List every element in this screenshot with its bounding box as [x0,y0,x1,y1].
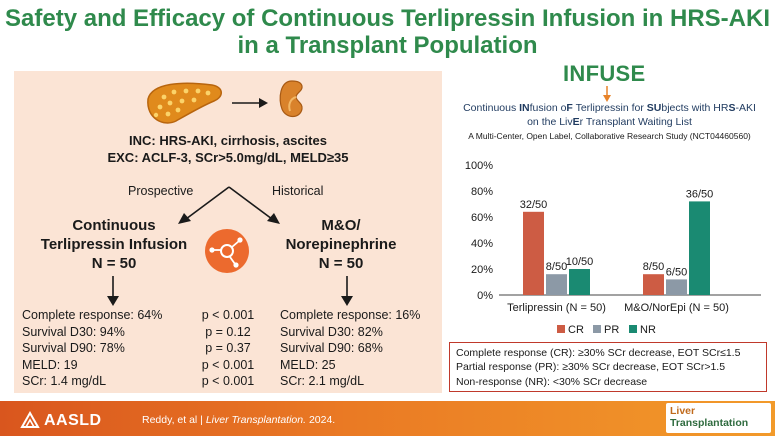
study-description: A Multi-Center, Open Label, Collaborativ… [468,131,751,141]
definition-nr: Non-response (NR): <30% SCr decrease [456,375,648,388]
y-tick-label: 100% [465,160,493,172]
arm2-line1: M&O/ [321,217,361,234]
y-tick-label: 20% [471,264,493,276]
definition-cr: Complete response (CR): ≥30% SCr decreas… [456,347,741,359]
liver-icon [147,82,222,124]
result-item: Complete response: 16% [280,308,421,322]
down-arrow-icon [341,276,353,306]
molecule-icon [205,229,249,273]
result-item: Survival D30: 82% [280,324,383,339]
kidney-icon [279,80,303,118]
y-tick-label: 40% [471,238,493,250]
result-item: SCr: 2.1 mg/dL [280,374,365,389]
result-item: SCr: 1.4 mg/dL [22,374,107,389]
acronym-expansion-line1: Continuous INfusion oF Terlipressin for … [463,102,756,114]
bar-nr [569,269,590,295]
bar-nr [689,201,710,295]
historical-label: Historical [272,184,324,198]
norepinephrine-arm: M&O/ Norepinephrine N = 50 [266,216,416,273]
inclusion-criteria: INC: HRS-AKI, cirrhosis, ascites [129,133,327,148]
y-tick-label: 0% [477,290,493,302]
study-design-panel: INC: HRS-AKI, cirrhosis, ascites EXC: AC… [14,71,442,393]
result-item: MELD: 25 [280,357,336,372]
response-definitions: Complete response (CR): ≥30% SCr decreas… [449,342,767,392]
title-line-2: in a Transplant Population [237,32,538,59]
legend-swatch-pr [593,325,601,333]
journal-logo: Liver Transplantation [666,403,771,433]
legend-label: PR [604,324,619,336]
p-value: p < 0.001 [201,357,255,372]
split-arrows [178,186,280,224]
y-tick-label: 60% [471,212,493,224]
right-arrow-icon [232,98,268,108]
bar-cr [643,274,664,295]
terlipressin-arm: Continuous Terlipressin Infusion N = 50 [34,216,194,273]
x-category-label: M&O/NorEpi (N = 50) [624,302,729,314]
aasld-logo-text: AASLD [44,412,102,429]
journal-logo-line2: Transplantation [670,417,749,429]
title-line-1: Safety and Efficacy of Continuous Terlip… [5,5,770,32]
norepinephrine-results: Complete response: 16% Survival D30: 82%… [280,307,440,390]
p-values: p < 0.001 p = 0.12 p = 0.37 p < 0.001 p … [190,307,266,390]
footer-bar: AASLD Reddy, et al | Liver Transplantati… [0,401,775,436]
journal-logo-line1: Liver [670,405,696,417]
acronym-expansion-line2: on the LivEr Transplant Waiting List [527,116,692,128]
data-label: 8/50 [546,261,567,273]
arm1-n: N = 50 [91,255,137,272]
bar-cr [523,211,544,295]
arm2-n: N = 50 [318,255,364,272]
aasld-logo-icon [20,411,40,428]
p-value: p < 0.001 [201,374,255,389]
arm1-line1: Continuous [72,217,156,234]
page-title: Safety and Efficacy of Continuous Terlip… [0,5,775,59]
p-value: p = 0.12 [205,324,251,339]
down-arrow-icon [603,86,611,102]
bar-pr [666,279,687,295]
y-tick-label: 80% [471,186,493,198]
result-item: Survival D30: 94% [22,324,125,339]
result-item: MELD: 19 [22,357,78,372]
eligibility-criteria: INC: HRS-AKI, cirrhosis, ascites EXC: AC… [14,132,442,166]
exclusion-criteria: EXC: ACLF-3, SCr>5.0mg/dL, MELD≥35 [107,150,349,165]
data-label: 6/50 [666,266,687,278]
definition-pr: Partial response (PR): ≥30% SCr decrease… [456,361,726,374]
trial-acronym: INFUSE [563,61,646,86]
result-item: Survival D90: 78% [22,341,125,356]
legend-swatch-nr [629,325,637,333]
legend-swatch-cr [557,325,565,333]
p-value: p < 0.001 [201,308,255,322]
citation: Reddy, et al | Liver Transplantation. 20… [142,414,336,426]
legend-label: NR [640,324,656,336]
arm1-line2: Terlipressin Infusion [40,236,188,253]
data-label: 32/50 [520,199,548,211]
data-label: 36/50 [686,188,714,200]
result-item: Survival D90: 68% [280,341,383,356]
result-item: Complete response: 64% [22,308,163,322]
data-label: 10/50 [566,256,594,268]
prospective-label: Prospective [128,184,194,198]
down-arrow-icon [107,276,119,306]
bar-pr [546,274,567,295]
terlipressin-results: Complete response: 64% Survival D30: 94%… [22,307,192,390]
p-value: p = 0.37 [205,341,251,356]
data-label: 8/50 [643,261,664,273]
arm2-line2: Norepinephrine [285,236,397,253]
response-bar-chart: 0%20%40%60%80%100%32/508/5010/50Terlipre… [465,160,761,336]
legend-label: CR [568,324,584,336]
x-category-label: Terlipressin (N = 50) [507,302,606,314]
